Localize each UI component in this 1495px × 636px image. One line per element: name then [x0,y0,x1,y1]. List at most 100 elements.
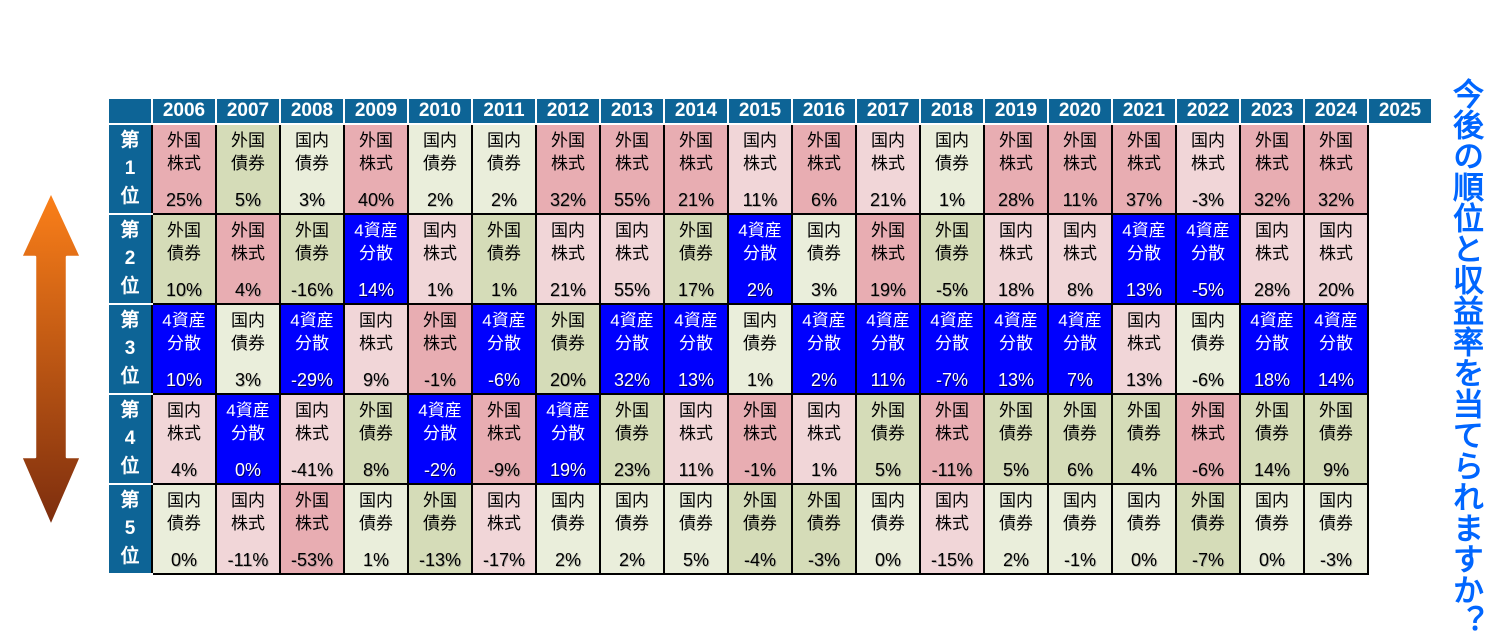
asset-name: 国内 株式 [743,131,777,173]
return-cell: 国内 株式 11% [663,393,729,485]
return-value: 8% [1066,280,1093,300]
return-value: -5% [935,280,968,300]
asset-name: 外国 債券 [551,311,585,353]
asset-name: 国内 債券 [679,491,713,533]
return-cell: 国内 株式 8% [1047,213,1113,305]
rank-row: 第 3 位 4資産 分散 10% 国内 債券 3% 4資産 分散 -29% 国内 株式 9% 外国 株式 -1% 4… [107,303,1432,395]
return-value: 5% [874,460,901,480]
rank-row: 第 2 位外国 債券 10% 外国 株式 4% 外国 債券 -16% 4資産 分散 14% 国内 株式 1% 外国… [107,213,1432,305]
asset-name: 4資産 分散 [1186,221,1230,263]
asset-name: 国内 債券 [615,491,649,533]
asset-name: 国内 株式 [1319,221,1353,263]
empty-cell [1368,394,1432,484]
return-value: -3% [1319,550,1352,570]
asset-name: 外国 株式 [807,131,841,173]
asset-name: 国内 株式 [1063,221,1097,263]
return-cell: 外国 債券 5% [983,393,1049,485]
asset-name: 4資産 分散 [482,311,526,353]
return-value: 2% [618,550,645,570]
asset-name: 外国 債券 [999,401,1033,443]
year-header: 2013 [599,97,665,125]
asset-name: 外国 株式 [1191,401,1225,443]
return-cell: 外国 株式 -1% [407,303,473,395]
year-header: 2006 [151,97,217,125]
asset-name: 外国 株式 [295,491,329,533]
return-cell: 4資産 分散 13% [1111,213,1177,305]
return-cell: 国内 株式 -3% [1175,123,1241,215]
asset-name: 外国 債券 [167,221,201,263]
return-cell: 外国 株式 11% [1047,123,1113,215]
return-value: 32% [613,370,651,390]
return-value: 23% [613,460,651,480]
return-cell: 外国 債券 -4% [727,483,793,575]
return-cell: 国内 債券 1% [727,303,793,395]
return-value: -53% [290,550,334,570]
asset-name: 国内 株式 [871,131,905,173]
return-cell: 外国 株式 32% [1239,123,1305,215]
return-value: -7% [935,370,968,390]
asset-name: 国内 株式 [807,401,841,443]
asset-name: 国内 株式 [487,491,521,533]
return-value: 13% [1125,370,1163,390]
empty-cell [1368,214,1432,304]
return-value: 21% [869,190,907,210]
return-value: 1% [746,370,773,390]
asset-name: 国内 債券 [871,491,905,533]
return-cell: 外国 株式 -6% [1175,393,1241,485]
asset-name: 国内 債券 [167,491,201,533]
asset-name: 国内 株式 [935,491,969,533]
return-value: -13% [418,550,462,570]
asset-name: 外国 株式 [487,401,521,443]
asset-name: 外国 株式 [551,131,585,173]
return-value: -6% [1191,370,1224,390]
empty-cell [1368,304,1432,394]
return-value: -41% [290,460,334,480]
asset-name: 4資産 分散 [354,221,398,263]
return-value: 19% [549,460,587,480]
return-cell: 国内 債券 2% [599,483,665,575]
return-value: -1% [423,370,456,390]
asset-name: 4資産 分散 [994,311,1038,353]
return-value: -9% [487,460,520,480]
year-header: 2011 [471,97,537,125]
return-value: 21% [677,190,715,210]
return-value: -3% [1191,190,1224,210]
asset-name: 外国 債券 [359,401,393,443]
rank-row: 第 4 位国内 株式 4% 4資産 分散 0% 国内 株式 -41% 外国 債券 8% 4資産 分散 -2% 外国… [107,393,1432,485]
asset-name: 外国 株式 [999,131,1033,173]
return-value: 19% [869,280,907,300]
asset-name: 国内 債券 [1319,491,1353,533]
return-cell: 国内 株式 -11% [215,483,281,575]
return-value: 13% [1125,280,1163,300]
return-cell: 国内 株式 21% [535,213,601,305]
return-value: 20% [549,370,587,390]
year-header: 2014 [663,97,729,125]
asset-name: 国内 債券 [551,491,585,533]
return-value: 11% [742,190,778,210]
return-value: -11% [931,460,973,480]
year-header: 2009 [343,97,409,125]
asset-name: 外国 株式 [871,221,905,263]
year-header: 2016 [791,97,857,125]
year-header: 2023 [1239,97,1305,125]
return-cell: 外国 債券 4% [1111,393,1177,485]
return-cell: 4資産 分散 14% [1303,303,1369,395]
return-value: -1% [743,460,776,480]
return-value: -3% [807,550,840,570]
return-cell: 国内 債券 0% [151,483,217,575]
return-cell: 4資産 分散 -6% [471,303,537,395]
return-cell: 4資産 分散 11% [855,303,921,395]
return-value: 2% [554,550,581,570]
return-value: 11% [678,460,714,480]
return-value: 13% [997,370,1035,390]
return-value: 2% [810,370,837,390]
return-cell: 外国 債券 5% [855,393,921,485]
asset-name: 外国 株式 [423,311,457,353]
return-value: 21% [549,280,587,300]
asset-name: 国内 株式 [1191,131,1225,173]
asset-name: 国内 株式 [679,401,713,443]
return-cell: 4資産 分散 18% [1239,303,1305,395]
asset-name: 国内 債券 [1127,491,1161,533]
year-header: 2025 [1367,97,1433,125]
